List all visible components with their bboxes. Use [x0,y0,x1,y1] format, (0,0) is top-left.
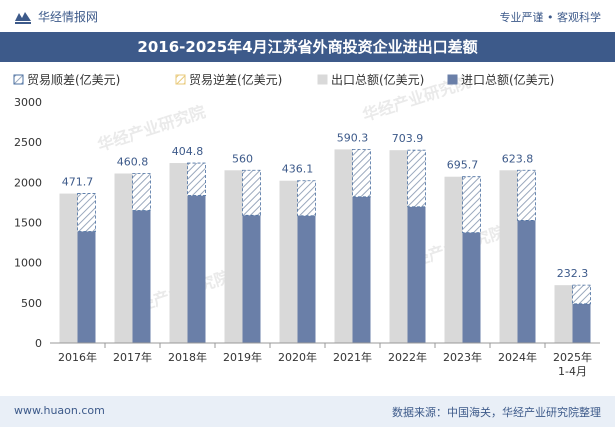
export-bar[interactable] [334,149,353,343]
brand-logo[interactable]: 华经情报网 [14,8,98,25]
data-label: 404.8 [172,145,204,158]
top-bar: 华经情报网 专业严谨 • 客观科学 [0,0,615,32]
x-tick-label: 2019年 [223,350,262,364]
data-label: 471.7 [62,176,94,189]
import-bar[interactable] [297,215,316,343]
export-bar[interactable] [554,285,573,343]
export-bar[interactable] [169,163,188,343]
logo-icon [15,11,31,24]
import-bar[interactable] [132,210,151,343]
legend-swatch [13,74,24,85]
legend-item[interactable]: 出口总额(亿美元) [317,72,424,87]
x-tick-label: 2017年 [113,350,152,364]
import-bar[interactable] [572,303,591,343]
export-bar[interactable] [59,193,78,343]
x-tick-label: 2024年 [498,350,537,364]
surplus-bar[interactable] [352,148,371,198]
x-tick-label: 2022年 [388,350,427,364]
data-label: 590.3 [337,131,369,144]
y-tick-label: 3000 [14,96,42,109]
import-bar[interactable] [462,232,481,343]
x-tick-label: 2016年 [58,350,97,364]
export-bar[interactable] [114,173,133,343]
legend-swatch [317,74,328,85]
footer: www.huaon.com 数据来源：中国海关，华经产业研究院整理 [0,396,615,427]
legend-label: 出口总额(亿美元) [331,72,424,87]
legend-swatch [447,74,458,85]
export-bar[interactable] [279,180,298,343]
x-tick-label: 2020年 [278,350,317,364]
data-label: 460.8 [117,155,149,168]
x-tick-label: 2025年 1-4月 [553,350,592,378]
legend-label: 贸易顺差(亿美元) [27,72,120,87]
legend-label: 贸易逆差(亿美元) [189,72,282,87]
data-label: 436.1 [282,163,314,176]
export-bar[interactable] [389,150,408,343]
x-axis: 2016年 2017年 2018年 2019年 2020年 2021年 2022年 2023年… [50,342,600,378]
import-bar[interactable] [242,215,261,343]
export-bar[interactable] [224,170,243,343]
surplus-bar[interactable] [572,284,591,305]
bars: 471.7 460.8 404.8 560 436.1 590.3 703.9 695.7 62… [59,131,591,343]
export-bar[interactable] [444,176,463,343]
import-bar[interactable] [517,220,536,343]
surplus-bar[interactable] [462,176,481,233]
legend-label: 进口总额(亿美元) [461,72,554,87]
data-source: 数据来源：中国海关，华经产业研究院整理 [392,406,601,419]
footer-url[interactable]: www.huaon.com [14,404,105,417]
x-tick-label: 2023年 [443,350,482,364]
legend-item[interactable]: 进口总额(亿美元) [447,72,554,87]
legend-swatch [175,74,186,85]
y-tick-label: 2500 [14,136,42,149]
import-bar[interactable] [352,196,371,343]
x-tick-label: 2021年 [333,350,372,364]
y-tick-label: 1500 [14,217,42,230]
data-label: 695.7 [447,159,479,172]
surplus-bar[interactable] [132,173,151,211]
chart-legend: 贸易顺差(亿美元) 贸易逆差(亿美元) 出口总额(亿美元) 进口总额(亿美元) [13,72,554,87]
chart-title: 2016-2025年4月江苏省外商投资企业进出口差额 [137,38,478,56]
y-tick-label: 500 [21,297,42,310]
y-axis: 0 500 1000 1500 2000 2500 3000 [14,96,42,350]
data-label: 623.8 [502,152,534,165]
surplus-bar[interactable] [297,180,316,217]
chart-area: 贸易顺差(亿美元) 贸易逆差(亿美元) 出口总额(亿美元) 进口总额(亿美元) 0 50… [13,72,600,378]
legend-item[interactable]: 贸易顺差(亿美元) [13,72,120,87]
surplus-bar[interactable] [187,162,206,196]
y-tick-label: 0 [35,337,42,350]
data-label: 560 [232,152,253,165]
surplus-bar[interactable] [77,193,96,232]
y-tick-label: 1000 [14,257,42,270]
y-tick-label: 2000 [14,176,42,189]
data-label: 703.9 [392,132,424,145]
x-tick-label: 2018年 [168,350,207,364]
surplus-bar[interactable] [242,169,261,216]
import-bar[interactable] [187,195,206,343]
import-bar[interactable] [77,231,96,343]
surplus-bar[interactable] [407,149,426,208]
surplus-bar[interactable] [517,169,536,221]
title-bar: 2016-2025年4月江苏省外商投资企业进出口差额 [0,32,615,62]
legend-item[interactable]: 贸易逆差(亿美元) [175,72,282,87]
import-bar[interactable] [407,206,426,343]
export-bar[interactable] [499,170,518,343]
logo-text: 华经情报网 [38,10,99,24]
data-label: 232.3 [557,267,589,280]
tagline: 专业严谨 • 客观科学 [499,11,601,24]
